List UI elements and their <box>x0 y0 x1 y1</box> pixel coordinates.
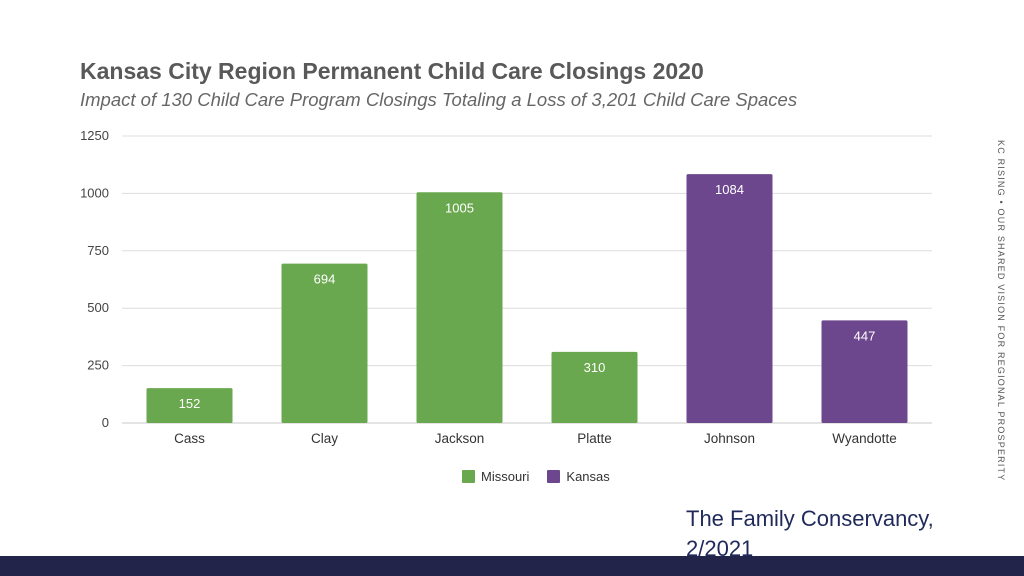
x-tick-label-platte: Platte <box>577 431 612 446</box>
grid-lines <box>122 135 932 424</box>
y-tick-label: 1000 <box>80 185 109 200</box>
data-label-clay: 694 <box>314 272 336 287</box>
source-citation: The Family Conservancy, 2/2021 <box>686 506 934 561</box>
footer-bar <box>0 556 1024 576</box>
data-label-platte: 310 <box>584 360 606 375</box>
y-tick-label: 250 <box>87 358 109 373</box>
bar-platte <box>551 351 638 423</box>
legend-swatch-missouri <box>462 470 475 483</box>
y-tick-label: 0 <box>102 415 109 430</box>
legend-label-missouri: Missouri <box>481 469 530 484</box>
chart-subtitle: Impact of 130 Child Care Program Closing… <box>80 89 798 110</box>
y-tick-label: 500 <box>87 300 109 315</box>
bar-cass <box>146 388 233 423</box>
bar-clay <box>281 263 368 423</box>
x-axis-labels: Cass Clay Jackson Platte Johnson Wyandotte <box>174 431 897 446</box>
data-label-cass: 152 <box>179 396 201 411</box>
legend-item-missouri: Missouri <box>462 469 529 484</box>
x-tick-label-jackson: Jackson <box>435 431 485 446</box>
legend-label-kansas: Kansas <box>566 469 610 484</box>
data-label-wyandotte: 447 <box>854 328 876 343</box>
bar-johnson <box>686 174 773 423</box>
data-label-johnson: 1084 <box>715 182 744 197</box>
bars: 152 694 1005 310 1084 447 <box>146 174 908 423</box>
bar-jackson <box>416 192 503 423</box>
chart-title: Kansas City Region Permanent Child Care … <box>80 58 704 84</box>
y-tick-label: 750 <box>87 243 109 258</box>
legend: Missouri Kansas <box>462 469 610 484</box>
legend-item-kansas: Kansas <box>547 469 610 484</box>
x-tick-label-wyandotte: Wyandotte <box>832 431 896 446</box>
x-tick-label-clay: Clay <box>311 431 338 446</box>
x-tick-label-johnson: Johnson <box>704 431 755 446</box>
side-tagline: KC RISING • OUR SHARED VISION FOR REGION… <box>996 140 1006 482</box>
data-label-jackson: 1005 <box>445 200 474 215</box>
x-tick-label-cass: Cass <box>174 431 205 446</box>
y-tick-label: 1250 <box>80 128 109 143</box>
legend-swatch-kansas <box>547 470 561 483</box>
bar-wyandotte <box>821 320 908 423</box>
y-axis-ticks: 0 250 500 750 1000 1250 <box>80 128 109 430</box>
